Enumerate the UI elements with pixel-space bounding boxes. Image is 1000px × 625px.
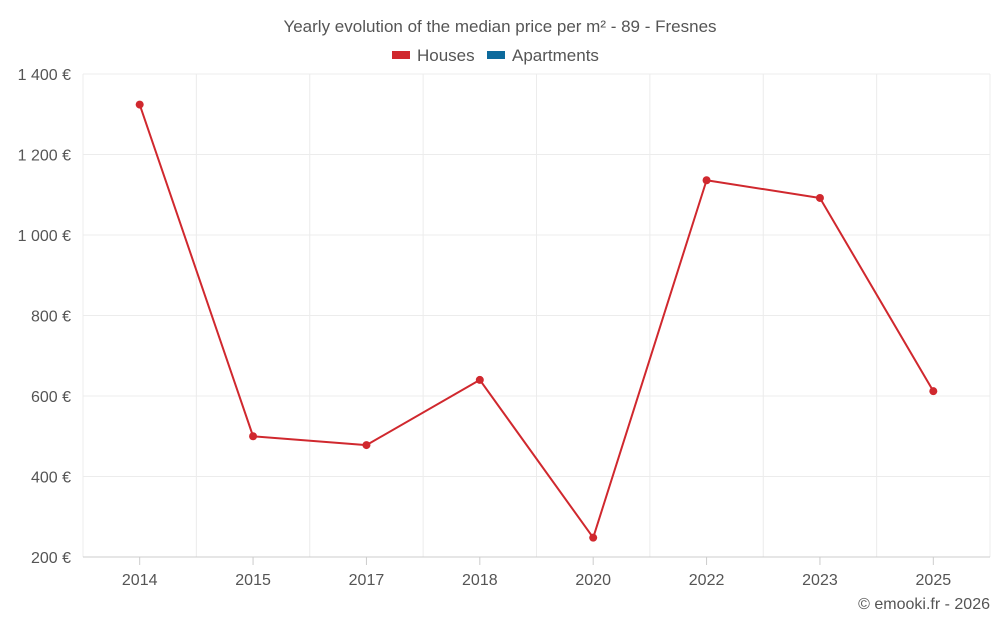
legend-swatch-houses	[392, 51, 410, 59]
footer-credit: © emooki.fr - 2026	[858, 596, 990, 613]
x-tick-label: 2022	[689, 572, 725, 589]
y-tick-label: 800 €	[31, 309, 71, 326]
x-tick-label: 2018	[462, 572, 498, 589]
y-tick-label: 1 200 €	[18, 148, 71, 165]
data-point[interactable]	[249, 432, 258, 441]
y-tick-label: 1 400 €	[18, 67, 71, 84]
data-point[interactable]	[929, 387, 938, 396]
data-point[interactable]	[815, 193, 824, 202]
data-point[interactable]	[135, 100, 144, 109]
x-tick-label: 2017	[349, 572, 385, 589]
data-point[interactable]	[589, 533, 598, 542]
legend-label-apartments: Apartments	[512, 46, 599, 65]
x-tick-label: 2023	[802, 572, 838, 589]
series-houses	[135, 100, 938, 542]
y-axis-ticks: 1 400 € 1 200 € 1 000 € 800 € 600 € 400 € 200 …	[18, 67, 71, 567]
chart-title: Yearly evolution of the median price per…	[283, 17, 716, 36]
legend-swatch-apartments	[487, 51, 505, 59]
y-tick-label: 1 000 €	[18, 228, 71, 245]
y-tick-label: 400 €	[31, 470, 71, 487]
y-tick-label: 200 €	[31, 550, 71, 567]
x-axis-ticks: 2014 2015 2017 2018 2020 2022 2023 2025	[122, 557, 951, 589]
data-point[interactable]	[475, 375, 484, 384]
legend[interactable]: Houses Apartments	[392, 46, 599, 65]
legend-item-houses[interactable]: Houses	[392, 46, 475, 65]
series-line-houses	[138, 104, 935, 539]
x-tick-label: 2015	[235, 572, 271, 589]
grid	[82, 73, 991, 557]
x-tick-label: 2025	[916, 572, 952, 589]
x-tick-label: 2020	[575, 572, 611, 589]
y-tick-label: 600 €	[31, 389, 71, 406]
legend-label-houses: Houses	[417, 46, 475, 65]
data-point[interactable]	[362, 441, 371, 450]
data-point[interactable]	[702, 176, 711, 185]
legend-item-apartments[interactable]: Apartments	[487, 46, 599, 65]
x-tick-label: 2014	[122, 572, 158, 589]
